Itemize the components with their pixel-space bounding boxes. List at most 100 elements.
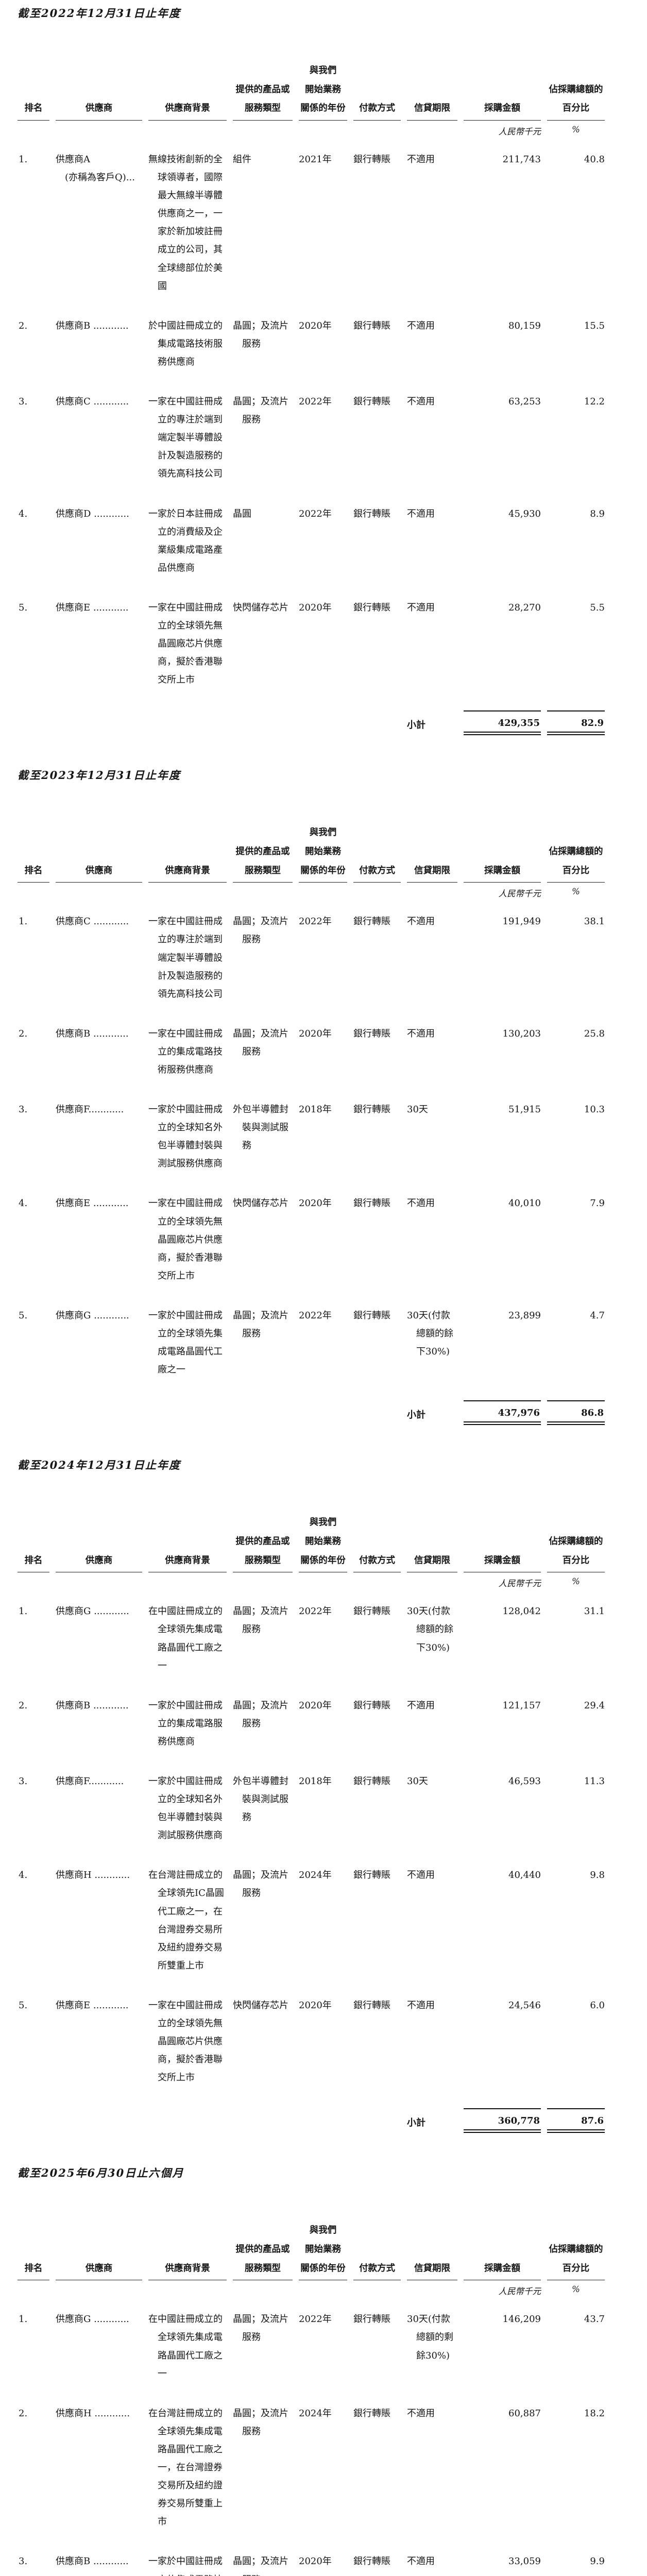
rank-cell: 2. bbox=[19, 1700, 28, 1711]
supplier-cell: 供應商B ............ bbox=[56, 1028, 129, 1039]
header-percent: 佔採購總額的 百分比 bbox=[547, 806, 605, 883]
supplier-cell: 供應商A (亦稱為客戶Q)... bbox=[56, 154, 135, 183]
percentage-cell: 43.7 bbox=[584, 2314, 605, 2325]
header-supplier: 供應商 bbox=[56, 2204, 142, 2281]
header-supplier: 供應商 bbox=[56, 44, 142, 121]
supplier-cell: 供應商B ............ bbox=[56, 1700, 129, 1711]
table-row: 5. 供應商E ............ 一家在中國註冊成立的全球領先無晶圓廠芯… bbox=[18, 1996, 629, 2087]
table-row: 1. 供應商A (亦稱為客戶Q)... 無線技術創新的全球領導者，國際最大無線半… bbox=[18, 150, 629, 295]
amount-unit-label: 人民幣千元 bbox=[498, 2286, 541, 2297]
percentage-cell: 25.8 bbox=[584, 1028, 605, 1039]
table-header: 排名 供應商 供應商背景 提供的產品或 服務類型 與我們 開始業務 關係的年份 … bbox=[18, 2204, 629, 2281]
purchase-amount-cell: 121,157 bbox=[502, 1700, 541, 1711]
credit-term-cell: 30天(付款總額的剩餘30%) bbox=[407, 2314, 453, 2361]
table-row: 2. 供應商H ............ 在台灣註冊成立的全球領先集成電路晶圓代… bbox=[18, 2404, 629, 2531]
payment-method-cell: 銀行轉賬 bbox=[353, 154, 390, 165]
relationship-year-cell: 2020年 bbox=[299, 1028, 332, 1039]
purchase-amount-cell: 128,042 bbox=[502, 1606, 541, 1617]
header-supplier: 供應商 bbox=[56, 806, 142, 883]
relationship-year-cell: 2020年 bbox=[299, 602, 332, 613]
service-type-cell: 晶圓；及流片服務 bbox=[233, 1700, 288, 1729]
table-row: 1. 供應商G ............ 在中國註冊成立的全球領先集成電路晶圓代… bbox=[18, 1602, 629, 1674]
supplier-background-cell: 無線技術創新的全球領導者，國際最大無線半導體供應商之一，一家於新加坡註冊成立的公… bbox=[148, 154, 223, 292]
header-payment: 付款方式 bbox=[353, 2204, 401, 2281]
rank-cell: 5. bbox=[19, 1310, 28, 1321]
purchase-amount-cell: 33,059 bbox=[508, 2556, 541, 2567]
header-year: 與我們 開始業務 關係的年份 bbox=[299, 2204, 347, 2281]
relationship-year-cell: 2020年 bbox=[299, 1700, 332, 1711]
rank-cell: 1. bbox=[19, 916, 28, 927]
relationship-year-cell: 2018年 bbox=[299, 1104, 332, 1115]
supplier-background-cell: 一家在中國註冊成立的全球領先無晶圓廠芯片供應商，擬於香港聯交所上市 bbox=[148, 602, 223, 686]
percentage-cell: 31.1 bbox=[584, 1606, 605, 1617]
table-row: 2. 供應商B ............ 一家於中國註冊成立的集成電路服務供應商… bbox=[18, 1697, 629, 1751]
rank-cell: 5. bbox=[19, 1999, 28, 2011]
credit-term-cell: 30天 bbox=[407, 1104, 428, 1115]
payment-method-cell: 銀行轉賬 bbox=[353, 1606, 390, 1617]
subtotal-row: 小計 429,355 82.9 bbox=[18, 710, 629, 736]
supplier-background-cell: 一家在中國註冊成立的全球領先無晶圓廠芯片供應商，擬於香港聯交所上市 bbox=[148, 1198, 223, 1281]
percentage-cell: 18.2 bbox=[584, 2408, 605, 2419]
amount-unit-label: 人民幣千元 bbox=[498, 889, 541, 899]
credit-term-cell: 不適用 bbox=[407, 1870, 435, 1881]
units-row: 人民幣千元 % bbox=[18, 887, 629, 899]
header-year: 與我們 開始業務 關係的年份 bbox=[299, 44, 347, 121]
payment-method-cell: 銀行轉賬 bbox=[353, 1999, 390, 2011]
credit-term-cell: 不適用 bbox=[407, 508, 435, 519]
period-section: 截至2025年6月30日止六個月 排名 供應商 供應商背景 提供的產品或 服務類… bbox=[18, 2165, 629, 2576]
rank-cell: 3. bbox=[19, 2556, 28, 2567]
table-row: 1. 供應商C ............ 一家在中國註冊成立的專注於端到端定製半… bbox=[18, 912, 629, 1003]
header-credit: 信貸期限 bbox=[407, 2204, 457, 2281]
credit-term-cell: 30天 bbox=[407, 1775, 428, 1787]
supplier-cell: 供應商G ............ bbox=[56, 2314, 129, 2325]
supplier-cell: 供應商D ............ bbox=[56, 508, 129, 519]
relationship-year-cell: 2024年 bbox=[299, 1870, 332, 1881]
purchase-amount-cell: 24,546 bbox=[508, 1999, 541, 2011]
purchase-amount-cell: 63,253 bbox=[508, 396, 541, 408]
percent-unit-label: % bbox=[572, 887, 580, 897]
payment-method-cell: 銀行轉賬 bbox=[353, 1104, 390, 1115]
table-body: 1. 供應商C ............ 一家在中國註冊成立的專注於端到端定製半… bbox=[18, 912, 629, 1379]
header-credit: 信貸期限 bbox=[407, 44, 457, 121]
header-background: 供應商背景 bbox=[148, 2204, 227, 2281]
rank-cell: 3. bbox=[19, 1104, 28, 1115]
service-type-cell: 晶圓；及流片服務 bbox=[233, 2556, 288, 2576]
table-row: 4. 供應商E ............ 一家在中國註冊成立的全球領先無晶圓廠芯… bbox=[18, 1194, 629, 1284]
credit-term-cell: 不適用 bbox=[407, 2408, 435, 2419]
header-background: 供應商背景 bbox=[148, 44, 227, 121]
payment-method-cell: 銀行轉賬 bbox=[353, 1775, 390, 1787]
purchase-amount-cell: 28,270 bbox=[508, 602, 541, 613]
purchase-amount-cell: 60,887 bbox=[508, 2408, 541, 2419]
table-header: 排名 供應商 供應商背景 提供的產品或 服務類型 與我們 開始業務 關係的年份 … bbox=[18, 806, 629, 883]
header-amount: 採購金額 bbox=[464, 44, 541, 121]
table-row: 3. 供應商F............ 一家於中國註冊成立的全球知名外包半導體封… bbox=[18, 1100, 629, 1173]
subtotal-amount: 360,778 bbox=[464, 2108, 541, 2133]
credit-term-cell: 不適用 bbox=[407, 2556, 435, 2567]
supplier-background-cell: 一家在中國註冊成立的專注於端到端定製半導體設計及製造服務的領先高科技公司 bbox=[148, 396, 223, 480]
relationship-year-cell: 2020年 bbox=[299, 1999, 332, 2011]
table-row: 4. 供應商D ............ 一家於日本註冊成立的消費級及企業級集成… bbox=[18, 505, 629, 577]
section-title: 截至2025年6月30日止六個月 bbox=[18, 2166, 184, 2180]
supplier-cell: 供應商E ............ bbox=[56, 602, 129, 613]
supplier-cell: 供應商G ............ bbox=[56, 1606, 129, 1617]
table-row: 2. 供應商B ............ 一家在中國註冊成立的集成電路技術服務供… bbox=[18, 1025, 629, 1079]
percentage-cell: 9.8 bbox=[590, 1870, 605, 1881]
header-amount: 採購金額 bbox=[464, 2204, 541, 2281]
subtotal-percent: 87.6 bbox=[547, 2108, 605, 2133]
service-type-cell: 組件 bbox=[233, 154, 251, 165]
service-type-cell: 晶圓；及流片服務 bbox=[233, 396, 288, 426]
percentage-cell: 40.8 bbox=[584, 154, 605, 165]
purchase-amount-cell: 51,915 bbox=[508, 1104, 541, 1115]
purchase-amount-cell: 130,203 bbox=[502, 1028, 541, 1039]
purchase-amount-cell: 46,593 bbox=[508, 1775, 541, 1787]
service-type-cell: 晶圓；及流片服務 bbox=[233, 916, 288, 945]
payment-method-cell: 銀行轉賬 bbox=[353, 2314, 390, 2325]
supplier-background-cell: 一家於中國註冊成立的集成電路服務供應商 bbox=[148, 1700, 223, 1747]
rank-cell: 3. bbox=[19, 396, 28, 408]
payment-method-cell: 銀行轉賬 bbox=[353, 396, 390, 408]
table-body: 1. 供應商G ............ 在中國註冊成立的全球領先集成電路晶圓代… bbox=[18, 2310, 629, 2576]
header-background: 供應商背景 bbox=[148, 806, 227, 883]
credit-term-cell: 不適用 bbox=[407, 396, 435, 408]
table-header: 排名 供應商 供應商背景 提供的產品或 服務類型 與我們 開始業務 關係的年份 … bbox=[18, 1496, 629, 1573]
